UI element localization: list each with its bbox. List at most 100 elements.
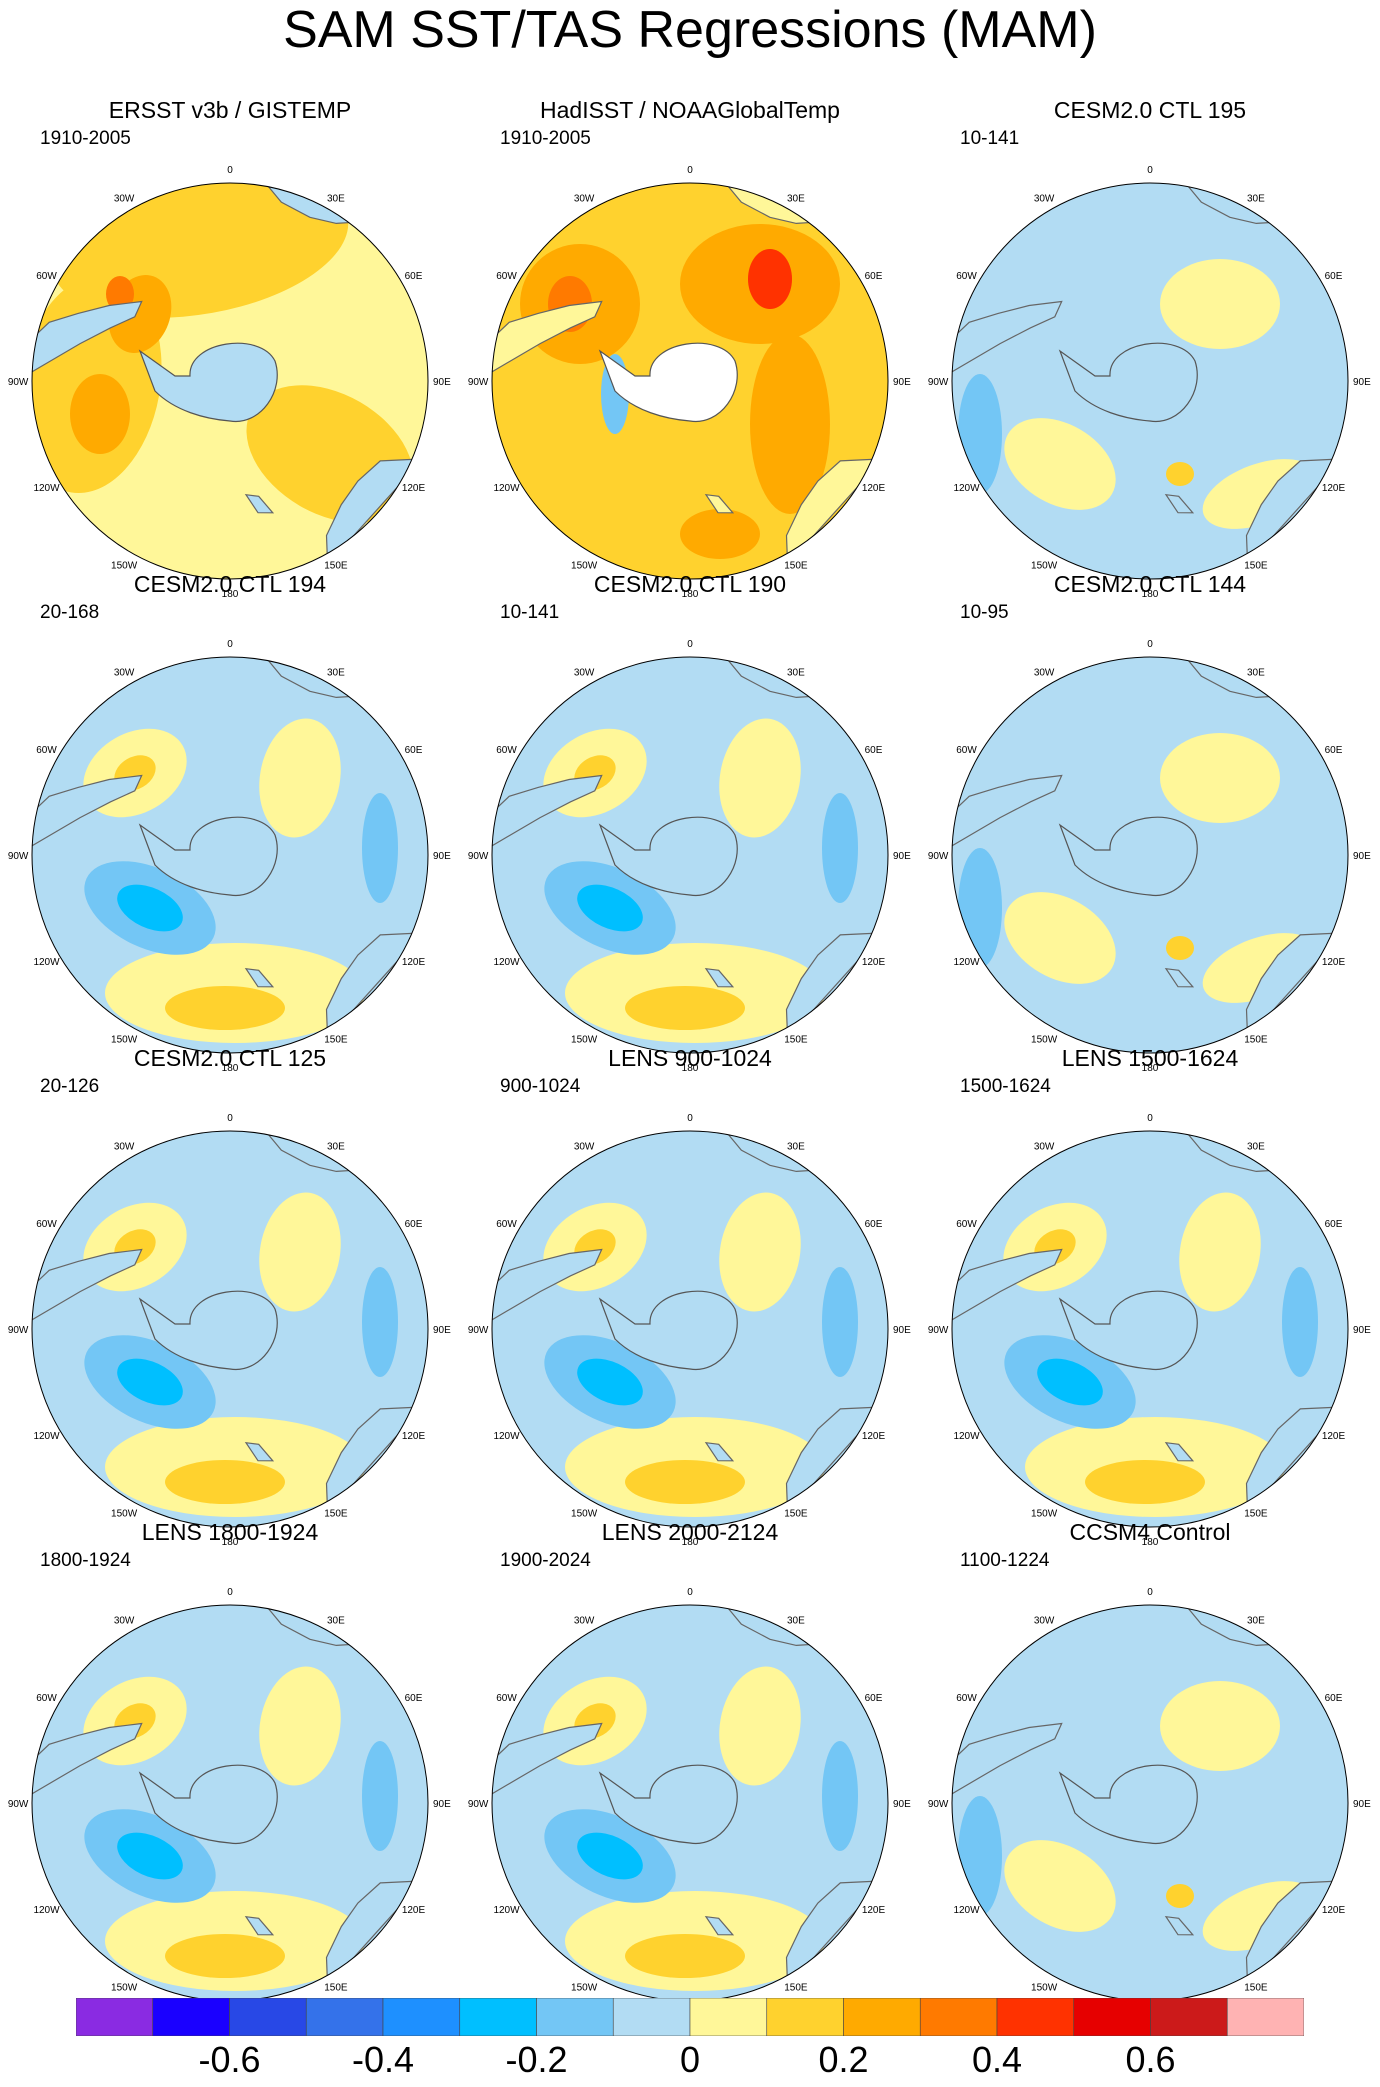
longitude-label: 30E	[787, 194, 805, 205]
continent-outline	[704, 967, 735, 988]
anomaly-contour	[625, 1460, 745, 1504]
continent-outline	[244, 493, 275, 514]
continent-outline	[32, 300, 143, 375]
longitude-label: 150W	[1031, 1035, 1058, 1046]
continent-outline	[244, 1441, 275, 1462]
longitude-label: 0	[1147, 1113, 1153, 1124]
anomaly-contour	[362, 1741, 398, 1851]
longitude-label: 120E	[1322, 1431, 1346, 1442]
longitude-label: 90W	[468, 851, 489, 862]
longitude-label: 60W	[956, 745, 977, 756]
longitude-label: 90W	[8, 1325, 29, 1336]
continent-outline	[952, 774, 1063, 849]
continent-outline	[1164, 1915, 1195, 1936]
longitude-label: 120W	[33, 1431, 60, 1442]
longitude-label: 30W	[114, 194, 135, 205]
continent-outline	[32, 1248, 143, 1323]
anomaly-contour	[362, 1267, 398, 1377]
panel-title: LENS 900-1024	[608, 1045, 772, 1071]
longitude-label: 30W	[114, 668, 135, 679]
longitude-label: 180	[1142, 1537, 1159, 1548]
longitude-label: 30W	[574, 194, 595, 205]
longitude-label: 60W	[36, 745, 57, 756]
longitude-label: 60W	[496, 745, 517, 756]
longitude-label: 30E	[1247, 668, 1265, 679]
colorbar-tick-label: 0.2	[818, 2039, 869, 2080]
panel-period: 1800-1924	[40, 1550, 131, 1571]
longitude-label: 150W	[111, 1983, 138, 1994]
longitude-label: 90E	[1353, 851, 1371, 862]
anomaly-contour	[1160, 1681, 1280, 1771]
continent-outline	[492, 300, 603, 375]
longitude-label: 60E	[865, 1693, 883, 1704]
longitude-label: 150W	[1031, 561, 1058, 572]
anomaly-contour	[259, 1666, 341, 1786]
longitude-label: 120E	[402, 483, 426, 494]
continent-outline	[952, 1722, 1063, 1797]
longitude-label: 120W	[33, 1905, 60, 1916]
longitude-label: 120W	[953, 1905, 980, 1916]
panel-title: LENS 1800-1924	[141, 1519, 319, 1545]
map-panel: CCSM4 Control 1100-1224 0 30E 60E 90E 120E 150E…	[920, 1518, 1380, 2022]
anomaly-contour	[680, 509, 760, 559]
map-panel: LENS 2000-2124 1900-2024 0 30E 60E 90E 120E 150…	[460, 1518, 920, 2022]
longitude-label: 150W	[111, 1509, 138, 1520]
colorbar-tick-label: -0.2	[505, 2039, 568, 2080]
longitude-label: 60W	[496, 271, 517, 282]
antarctica-outline	[138, 1764, 278, 1845]
colorbar-tick-label: -0.6	[198, 2039, 261, 2080]
longitude-label: 150W	[571, 561, 598, 572]
longitude-label: 120E	[402, 1905, 426, 1916]
panel-period: 1910-2005	[40, 128, 131, 149]
longitude-label: 60E	[405, 745, 423, 756]
longitude-label: 30W	[1034, 1616, 1055, 1627]
map-boundary	[31, 182, 429, 580]
anomaly-contour	[1160, 259, 1280, 349]
longitude-label: 90E	[893, 377, 911, 388]
longitude-label: 0	[227, 1587, 233, 1598]
antarctica-outline	[598, 1290, 738, 1371]
longitude-label: 150W	[571, 1509, 598, 1520]
longitude-label: 120W	[953, 957, 980, 968]
continent-outline	[1164, 1441, 1195, 1462]
colorbar-swatch	[689, 1998, 768, 2036]
longitude-label: 90W	[928, 851, 949, 862]
longitude-label: 90W	[8, 377, 29, 388]
map-panel: CESM2.0 CTL 195 10-141 0 30E 60E 90E 120E 150E 1…	[920, 96, 1380, 600]
panel-period: 10-141	[960, 128, 1020, 149]
longitude-label: 0	[687, 165, 693, 176]
map-panel: CESM2.0 CTL 125 20-126 0 30E 60E 90E 120E 150E 1…	[0, 1044, 460, 1548]
anomaly-contour	[625, 986, 745, 1030]
longitude-label: 30E	[327, 1616, 345, 1627]
antarctica-outline	[598, 342, 738, 423]
anomaly-contour	[577, 1832, 643, 1880]
continent-outline	[704, 493, 735, 514]
longitude-label: 180	[1142, 1063, 1159, 1074]
anomaly-contour	[719, 1192, 801, 1312]
anomaly-contour	[1004, 1840, 1116, 1932]
anomaly-contour	[1004, 892, 1116, 984]
longitude-label: 90W	[468, 1325, 489, 1336]
anomaly-contour	[1004, 418, 1116, 510]
panel-period: 1100-1224	[960, 1550, 1050, 1571]
longitude-label: 90W	[468, 377, 489, 388]
longitude-label: 30W	[114, 1142, 135, 1153]
panel-period: 1500-1624	[960, 1076, 1051, 1097]
longitude-label: 150E	[784, 1983, 808, 1994]
longitude-label: 30W	[574, 1142, 595, 1153]
map-panel: LENS 900-1024 900-1024 0 30E 60E 90E 120E 150E 1…	[460, 1044, 920, 1548]
longitude-label: 60E	[865, 1219, 883, 1230]
panel-title: CESM2.0 CTL 144	[1053, 571, 1247, 597]
longitude-label: 60E	[1325, 745, 1343, 756]
longitude-label: 0	[227, 165, 233, 176]
longitude-label: 30E	[327, 194, 345, 205]
longitude-label: 90E	[893, 1325, 911, 1336]
longitude-label: 30E	[1247, 1142, 1265, 1153]
longitude-label: 120W	[493, 1905, 520, 1916]
panel-period: 20-168	[40, 602, 100, 623]
